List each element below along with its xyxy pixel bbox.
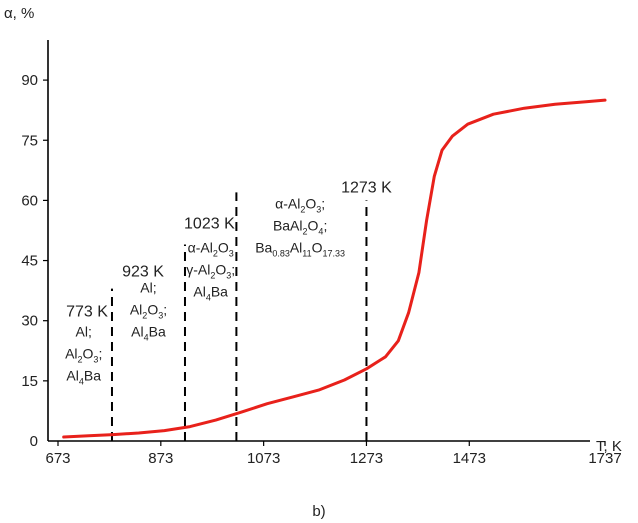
y-tick-label: 0 [30,433,38,450]
temperature-label: 1023 K [184,215,235,232]
phase-composition-label: Al2​O3​; [130,302,167,321]
x-tick-label: 1073 [247,450,280,467]
phase-composition-label: α-Al2​O3​ [188,240,234,259]
x-tick-label: 1473 [453,450,486,467]
temperature-label: 773 K [66,304,108,321]
y-tick-label: 60 [21,192,38,209]
y-tick-label: 30 [21,313,38,330]
phase-composition-label: Ba0.83​Al11​O17.33​ [255,239,345,258]
x-tick-label: 673 [45,450,70,467]
temperature-label: 1273 K [341,179,392,196]
x-tick-label: 1273 [350,450,383,467]
y-axis-label: α, % [4,5,34,22]
y-tick-label: 45 [21,253,38,270]
x-tick-label: 873 [148,450,173,467]
conversion-curve [62,98,607,439]
phase-composition-label: γ-Al2​O3​; [186,262,235,281]
phase-composition-label: BaAl2​O4​; [273,217,327,236]
x-axis-label: T, K [596,438,622,455]
y-tick-label: 15 [21,373,38,390]
x-tick-label: 1737 [588,450,621,467]
temperature-label: 923 K [122,264,164,281]
figure-caption: b) [312,503,325,520]
phase-composition-label: Al2​O3​; [65,346,102,365]
phase-composition-label: Al4​Ba [66,368,101,387]
y-tick-label: 75 [21,132,38,149]
y-tick-label: 90 [21,72,38,89]
phase-composition-label: α-Al2​O3​; [275,195,325,214]
phase-composition-label: Al; [140,280,156,296]
phase-composition-label: Al; [76,324,92,340]
phase-composition-label: Al4​Ba [193,284,228,303]
phase-composition-label: Al4​Ba [131,324,166,343]
